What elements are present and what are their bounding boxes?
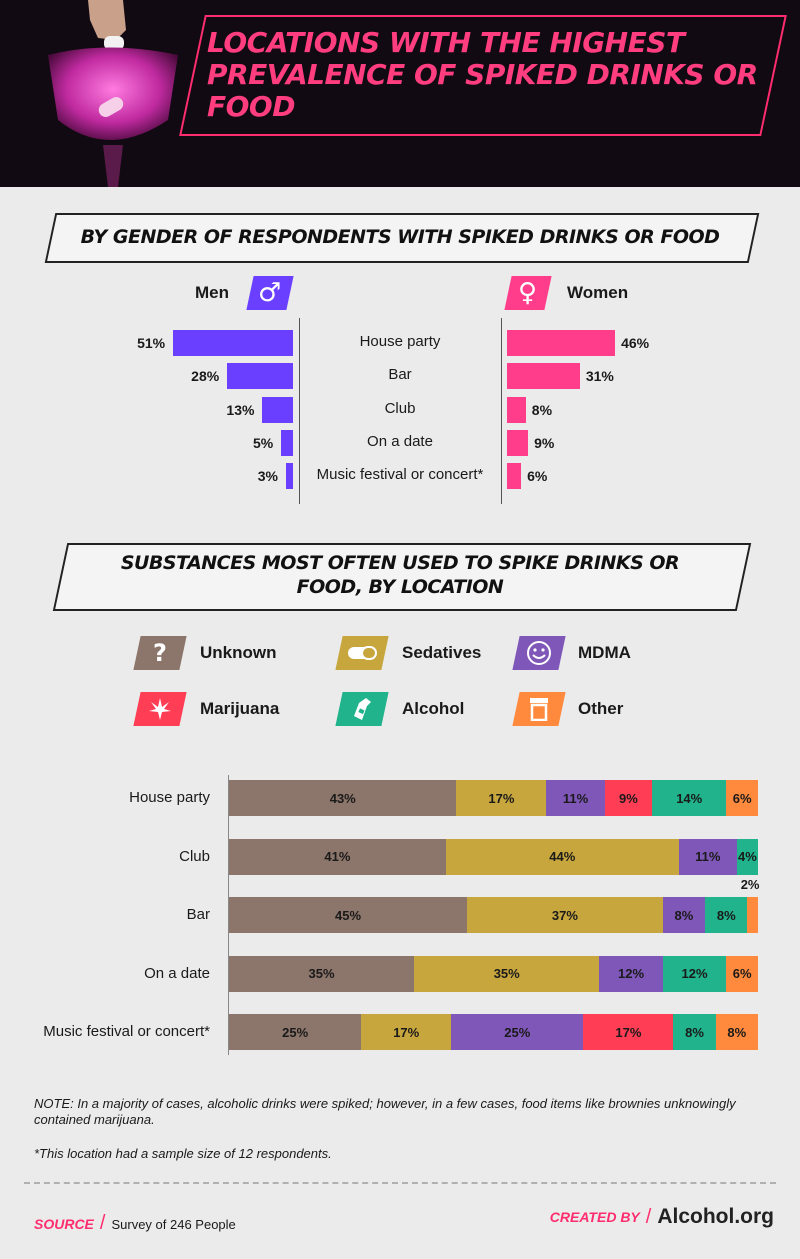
women-value-music-festival-or-concert: 6%	[527, 468, 548, 485]
question-icon: ?	[133, 636, 187, 670]
women-bar-music-festival-or-concert	[507, 463, 522, 490]
segment-bar-other	[747, 897, 758, 933]
category-label-on-a-date: On a date	[367, 432, 433, 450]
created-by-label: CREATED BY	[549, 1209, 640, 1225]
women-bar-on-a-date	[507, 429, 529, 456]
segment-bar-mdma: 8%	[662, 897, 706, 933]
gender-section-title: BY GENDER OF RESPONDENTS WITH SPIKED DRI…	[80, 226, 720, 248]
segment-label-bar-other: 2%	[740, 877, 760, 892]
segment-club-alcohol: 4%	[736, 838, 758, 875]
women-axis-line	[501, 318, 502, 504]
category-label-club: Club	[384, 399, 416, 417]
segment-music-festival-or-concert-alcohol: 8%	[673, 1014, 716, 1050]
segment-house-party-unknown: 43%	[229, 780, 457, 816]
segment-on-a-date-alcohol: 12%	[662, 955, 727, 992]
smiley-icon	[512, 636, 566, 670]
segment-on-a-date-sedatives: 35%	[414, 955, 600, 992]
header-banner: LOCATIONS WITH THE HIGHEST PREVALENCE OF…	[0, 0, 800, 187]
footer-divider	[24, 1182, 776, 1184]
women-bar-club	[507, 396, 526, 423]
legend-label-sedatives: Sedatives	[402, 643, 482, 662]
leaf-icon	[133, 692, 187, 726]
pill-icon-glyph	[347, 646, 377, 660]
men-axis-line	[299, 318, 300, 504]
men-bar-club	[262, 396, 293, 423]
segment-house-party-alcohol: 14%	[652, 780, 727, 816]
men-value-bar: 28%	[191, 368, 220, 385]
source-label: SOURCE	[34, 1216, 94, 1232]
smiley-icon-glyph	[526, 640, 552, 666]
legend-label-marijuana: Marijuana	[200, 699, 280, 718]
page-title: LOCATIONS WITH THE HIGHEST PREVALENCE OF…	[207, 26, 758, 123]
segment-club-unknown: 41%	[229, 838, 446, 875]
jar-icon	[512, 692, 566, 726]
row-label-house-party: House party	[129, 789, 210, 806]
men-bar-music-festival-or-concert	[285, 463, 293, 490]
segment-house-party-marijuana: 9%	[604, 780, 653, 816]
segment-on-a-date-other: 6%	[726, 955, 758, 992]
row-label-on-a-date: On a date	[144, 964, 210, 982]
legend-label-unknown: Unknown	[200, 643, 277, 662]
men-bar-on-a-date	[281, 429, 293, 456]
women-value-house-party: 46%	[621, 335, 650, 351]
question-icon-glyph: ?	[153, 639, 167, 667]
male-symbol-icon: ♂	[246, 276, 294, 310]
women-value-on-a-date: 9%	[534, 434, 555, 451]
female-symbol-icon: ♀	[504, 276, 552, 310]
bottle-icon-glyph	[350, 696, 374, 722]
category-label-bar: Bar	[388, 366, 412, 384]
segment-house-party-mdma: 11%	[546, 780, 605, 816]
segment-house-party-sedatives: 17%	[456, 780, 547, 816]
women-bar-bar	[507, 363, 580, 390]
pill-icon	[335, 636, 389, 670]
men-bar-house-party	[173, 330, 293, 356]
row-label-bar: Bar	[186, 906, 210, 923]
women-value-bar: 31%	[585, 368, 614, 385]
brand-logo[interactable]: Alcohol.org	[657, 1205, 774, 1228]
substance-section-title: SUBSTANCES MOST OFTEN USED TO SPIKE DRIN…	[120, 552, 680, 598]
footer-credit: CREATED BY / Alcohol.org	[549, 1205, 774, 1228]
segment-music-festival-or-concert-other: 8%	[715, 1014, 758, 1050]
men-value-music-festival-or-concert: 3%	[257, 468, 278, 485]
women-bar-house-party	[507, 330, 616, 356]
men-bar-bar	[227, 363, 293, 390]
leaf-icon-glyph	[147, 696, 173, 722]
men-value-on-a-date: 5%	[253, 434, 274, 451]
row-label-club: Club	[179, 847, 210, 865]
segment-music-festival-or-concert-mdma: 25%	[451, 1014, 584, 1050]
women-label: Women	[567, 283, 629, 302]
segment-bar-unknown: 45%	[229, 897, 468, 933]
stacked-axis-line	[228, 775, 229, 1055]
category-label-music-festival-or-concert: Music festival or concert*	[316, 466, 484, 484]
women-value-club: 8%	[531, 401, 553, 418]
note-text: NOTE: In a majority of cases, alcoholic …	[34, 1096, 736, 1127]
segment-club-mdma: 11%	[678, 838, 737, 875]
sample-size-note: *This location had a sample size of 12 r…	[34, 1146, 332, 1161]
segment-bar-alcohol: 8%	[705, 897, 748, 933]
jar-icon-glyph	[529, 697, 549, 721]
segment-bar-sedatives: 37%	[467, 897, 663, 933]
source-text: Survey of 246 People	[111, 1217, 236, 1232]
legend-label-alcohol: Alcohol	[402, 699, 465, 718]
bottle-icon	[335, 692, 389, 726]
men-label: Men	[195, 283, 229, 302]
category-label-house-party: House party	[359, 333, 441, 350]
footer-source: SOURCE / Survey of 246 People	[34, 1212, 236, 1234]
men-value-club: 13%	[226, 401, 255, 418]
legend-label-other: Other	[578, 699, 624, 718]
men-value-house-party: 51%	[137, 335, 166, 351]
segment-club-sedatives: 44%	[445, 838, 679, 875]
segment-on-a-date-mdma: 12%	[599, 955, 663, 992]
row-label-music-festival-or-concert: Music festival or concert*	[43, 1023, 210, 1040]
segment-on-a-date-unknown: 35%	[229, 955, 415, 992]
segment-music-festival-or-concert-sedatives: 17%	[361, 1014, 452, 1050]
segment-music-festival-or-concert-unknown: 25%	[229, 1014, 362, 1050]
legend-label-mdma: MDMA	[578, 643, 631, 662]
segment-music-festival-or-concert-marijuana: 17%	[583, 1014, 674, 1050]
segment-house-party-other: 6%	[726, 780, 758, 816]
spiked-glass-illustration	[28, 0, 188, 187]
